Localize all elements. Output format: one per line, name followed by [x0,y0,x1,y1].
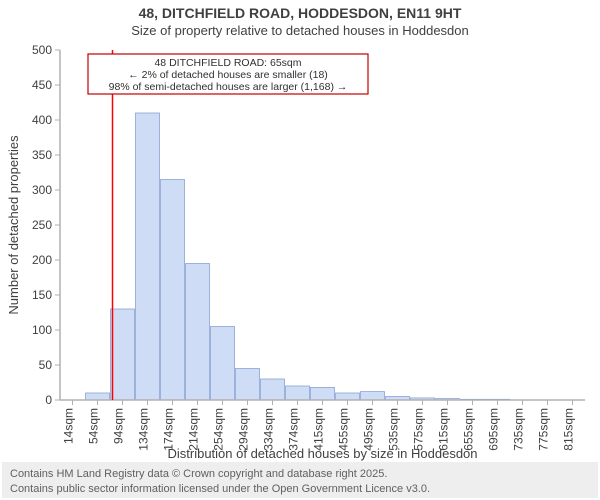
x-tick-label: 415sqm [312,408,326,451]
y-tick-label: 50 [39,358,53,372]
y-tick-label: 450 [32,78,52,92]
y-tick-label: 350 [32,148,52,162]
histogram-bar [261,379,285,400]
x-tick-label: 374sqm [287,408,301,451]
x-tick-label: 334sqm [262,408,276,451]
y-tick-label: 250 [32,218,52,232]
x-tick-label: 775sqm [537,408,551,451]
annotation-line2: ← 2% of detached houses are smaller (18) [128,69,328,81]
y-tick-label: 300 [32,183,52,197]
histogram-bar [86,393,110,400]
x-tick-label: 134sqm [137,408,151,451]
histogram-bar [211,327,235,401]
histogram-bar [161,180,185,401]
y-axis-label: Number of detached properties [6,135,21,315]
x-tick-label: 455sqm [337,408,351,451]
histogram-bar [361,392,385,400]
x-tick-label: 575sqm [412,408,426,451]
histogram-bar [311,387,335,400]
x-tick-label: 94sqm [112,408,126,444]
x-tick-label: 254sqm [212,408,226,451]
chart-svg: 48, DITCHFIELD ROAD, HODDESDON, EN11 9HT… [0,0,600,500]
histogram-bar [286,386,310,400]
chart-title-line1: 48, DITCHFIELD ROAD, HODDESDON, EN11 9HT [139,5,462,21]
annotation-line1: 48 DITCHFIELD ROAD: 65sqm [154,57,301,69]
x-tick-label: 655sqm [462,408,476,451]
y-tick-label: 200 [32,253,52,267]
x-tick-label: 214sqm [187,408,201,451]
footer-line2: Contains public sector information licen… [10,483,430,495]
chart-container: 48, DITCHFIELD ROAD, HODDESDON, EN11 9HT… [0,0,600,500]
y-tick-label: 150 [32,288,52,302]
y-tick-label: 400 [32,113,52,127]
x-tick-label: 815sqm [562,408,576,451]
x-tick-label: 174sqm [162,408,176,451]
histogram-bar [236,369,260,401]
x-tick-label: 14sqm [62,408,76,444]
x-tick-label: 615sqm [437,408,451,451]
y-tick-label: 500 [32,43,52,57]
footer-line1: Contains HM Land Registry data © Crown c… [10,468,387,480]
histogram-bar [136,113,160,400]
x-tick-label: 294sqm [237,408,251,451]
y-tick-label: 100 [32,323,52,337]
x-tick-label: 54sqm [87,408,101,444]
histogram-bar [186,264,210,401]
x-tick-label: 695sqm [487,408,501,451]
histogram-bar [336,393,360,400]
x-tick-label: 495sqm [362,408,376,451]
histogram-bar [111,309,135,400]
x-axis-label: Distribution of detached houses by size … [167,446,477,461]
annotation-line3: 98% of semi-detached houses are larger (… [109,81,348,93]
y-tick-label: 0 [45,393,52,407]
x-tick-label: 735sqm [512,408,526,451]
x-tick-label: 535sqm [387,408,401,451]
chart-title-line2: Size of property relative to detached ho… [131,23,469,38]
